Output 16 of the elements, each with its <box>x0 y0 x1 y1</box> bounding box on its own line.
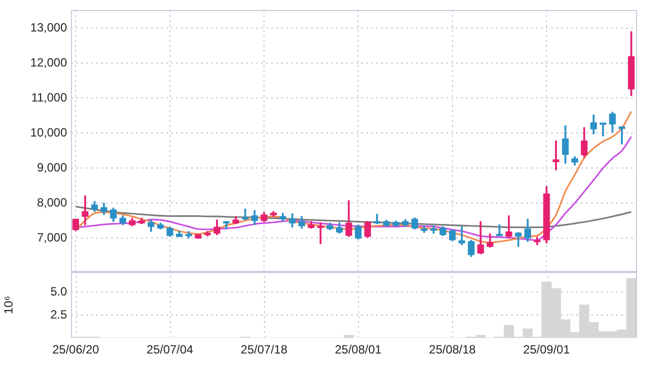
y-tick-label: 11,000 <box>31 90 68 104</box>
x-tick-label: 25/07/04 <box>146 342 194 356</box>
y-tick-label: 12,000 <box>30 55 68 70</box>
y-tick-label: 2.5 <box>50 307 68 322</box>
y-tick-label: 13,000 <box>30 20 68 35</box>
y-tick-label: 5.0 <box>50 284 68 298</box>
y-axis-title: 10⁶ <box>2 296 16 314</box>
x-tick-label: 25/09/01 <box>523 342 570 356</box>
y-tick-label: 10,000 <box>30 125 68 140</box>
x-tick-label: 25/08/18 <box>429 342 476 356</box>
x-tick-label: 25/06/20 <box>52 342 100 356</box>
x-tick-label: 25/07/18 <box>240 342 288 356</box>
y-tick-label: 9,000 <box>36 160 68 174</box>
x-tick-label: 25/08/01 <box>334 342 382 356</box>
y-tick-label: 8,000 <box>36 195 68 210</box>
y-tick-label: 7,000 <box>36 230 68 244</box>
